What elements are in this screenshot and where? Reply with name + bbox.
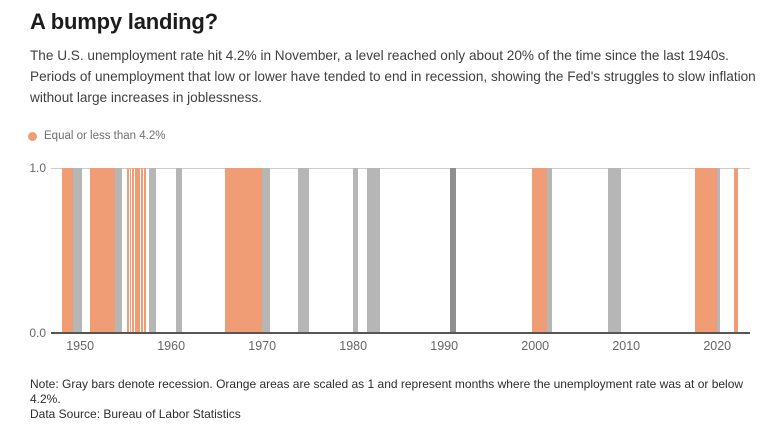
y-tick-label-top: 1.0 <box>29 161 46 175</box>
low-unemployment-band <box>134 168 137 333</box>
gridline-1.0 <box>51 168 750 169</box>
low-unemployment-band <box>137 168 140 333</box>
x-tick-label: 2020 <box>703 339 732 353</box>
recession-band <box>175 168 183 333</box>
low-unemployment-band <box>733 168 739 333</box>
low-unemployment-band <box>143 168 146 333</box>
low-unemployment-band <box>224 168 263 333</box>
chart-subtitle: The U.S. unemployment rate hit 4.2% in N… <box>30 48 756 105</box>
recession-band <box>607 168 621 333</box>
plot-area <box>51 168 750 334</box>
low-unemployment-band <box>90 168 116 333</box>
x-tick-label: 1960 <box>157 339 186 353</box>
data-source: Data Source: Bureau of Labor Statistics <box>30 407 241 421</box>
x-tick-label: 1970 <box>248 339 277 353</box>
low-unemployment-band <box>132 168 134 333</box>
recession-band <box>298 168 310 333</box>
x-tick-label: 1950 <box>66 339 95 353</box>
low-unemployment-band <box>126 168 129 333</box>
recession-band <box>366 168 380 333</box>
recession-band <box>449 168 456 333</box>
low-unemployment-band <box>531 168 547 333</box>
legend: Equal or less than 4.2% <box>28 130 165 142</box>
legend-dot-icon <box>28 131 37 141</box>
y-tick-label-bottom: 0.0 <box>29 326 46 340</box>
low-unemployment-band <box>141 168 143 333</box>
recession-band <box>115 168 122 333</box>
x-tick-label: 2010 <box>612 339 641 353</box>
recession-band <box>353 168 359 333</box>
low-unemployment-band <box>694 168 718 333</box>
low-unemployment-band <box>61 168 74 333</box>
x-tick-label: 1990 <box>430 339 459 353</box>
x-axis-labels: 1950 1960 1970 1980 1990 2000 2010 2020 <box>51 339 750 355</box>
page-title: A bumpy landing? <box>30 9 218 34</box>
x-tick-label: 1980 <box>339 339 368 353</box>
x-tick-label: 2000 <box>521 339 550 353</box>
recession-band <box>717 168 720 333</box>
chart-note: Note: Gray bars denote recession. Orange… <box>30 377 744 406</box>
x-axis-line <box>51 332 750 334</box>
recession-band <box>546 168 553 333</box>
recession-band <box>148 168 157 333</box>
recession-band <box>73 168 82 333</box>
low-unemployment-band <box>129 168 132 333</box>
legend-label: Equal or less than 4.2% <box>44 130 166 142</box>
recession-band <box>262 168 271 333</box>
